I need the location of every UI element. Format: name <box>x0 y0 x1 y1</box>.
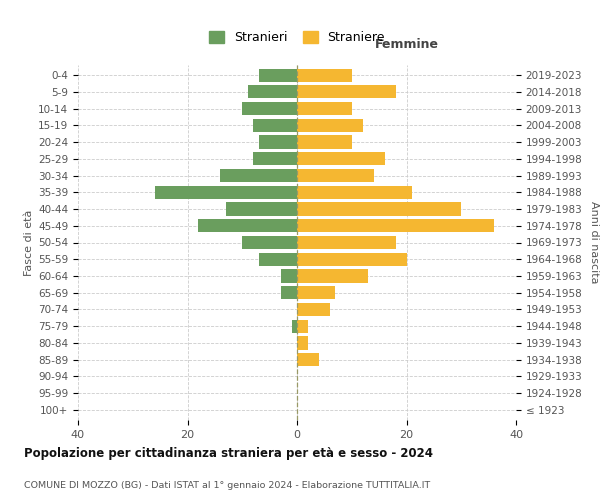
Bar <box>297 102 352 115</box>
Bar <box>292 320 297 333</box>
Bar <box>259 252 297 266</box>
Bar <box>253 119 297 132</box>
Bar <box>155 186 297 199</box>
Bar <box>297 68 352 82</box>
Bar <box>297 303 330 316</box>
Legend: Stranieri, Straniere: Stranieri, Straniere <box>203 25 391 50</box>
Bar <box>297 252 407 266</box>
Bar <box>297 270 368 282</box>
Bar <box>297 219 494 232</box>
Bar <box>297 353 319 366</box>
Bar <box>297 152 385 166</box>
Y-axis label: Anni di nascita: Anni di nascita <box>589 201 599 284</box>
Bar <box>259 136 297 148</box>
Bar <box>297 336 308 349</box>
Bar <box>248 86 297 98</box>
Bar <box>242 102 297 115</box>
Bar <box>253 152 297 166</box>
Bar <box>297 169 374 182</box>
Bar <box>199 219 297 232</box>
Bar <box>297 186 412 199</box>
Bar <box>242 236 297 249</box>
Bar <box>297 236 395 249</box>
Bar <box>259 68 297 82</box>
Bar <box>220 169 297 182</box>
Bar <box>297 136 352 148</box>
Bar <box>297 286 335 300</box>
Bar <box>297 86 395 98</box>
Text: COMUNE DI MOZZO (BG) - Dati ISTAT al 1° gennaio 2024 - Elaborazione TUTTITALIA.I: COMUNE DI MOZZO (BG) - Dati ISTAT al 1° … <box>24 480 430 490</box>
Bar <box>297 119 362 132</box>
Bar <box>297 320 308 333</box>
Bar <box>297 202 461 215</box>
Text: Popolazione per cittadinanza straniera per età e sesso - 2024: Popolazione per cittadinanza straniera p… <box>24 448 433 460</box>
Y-axis label: Fasce di età: Fasce di età <box>24 210 34 276</box>
Bar <box>226 202 297 215</box>
Text: Femmine: Femmine <box>374 38 439 51</box>
Bar <box>281 270 297 282</box>
Bar <box>281 286 297 300</box>
